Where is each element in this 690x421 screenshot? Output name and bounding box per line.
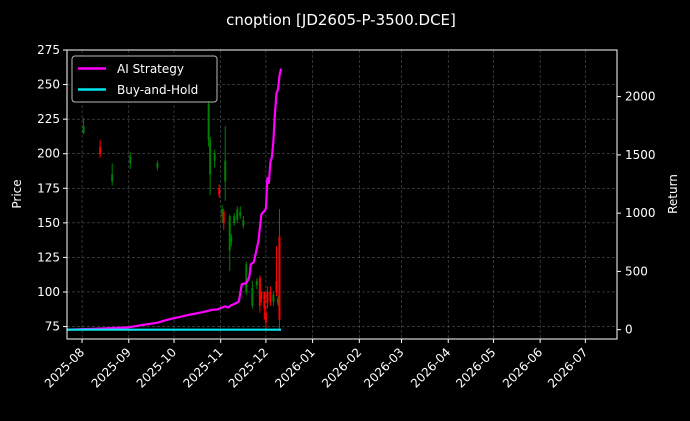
y-tick-label: 200 [37, 147, 60, 161]
candlesticks [82, 98, 281, 331]
legend-box [71, 55, 218, 103]
candle-body [228, 215, 231, 251]
candle-body [242, 220, 245, 226]
y-tick-label: 125 [37, 250, 60, 264]
candle-body [213, 153, 216, 161]
legend-label-buy-and-hold: Buy-and-Hold [117, 83, 198, 97]
y2-axis-label: Return [666, 174, 680, 214]
candle-body [207, 103, 210, 140]
series-lines [66, 68, 283, 331]
candle-body [218, 188, 221, 196]
candle-body [269, 291, 272, 302]
candle-body [209, 139, 212, 175]
candle-body [266, 291, 269, 304]
candle-body [260, 291, 263, 299]
y-tick-label: 100 [37, 285, 60, 299]
candle-body [239, 211, 242, 216]
candle-body [156, 163, 159, 168]
legend: AI Strategy Buy-and-Hold [71, 55, 218, 103]
y-tick-label: 175 [37, 181, 60, 195]
candle-body [230, 236, 233, 243]
candle-body [224, 160, 227, 182]
legend-label-ai-strategy: AI Strategy [117, 62, 184, 76]
plot-frame [66, 49, 618, 340]
candle-body [111, 174, 114, 182]
candle-body [264, 312, 267, 323]
candle-body [236, 209, 239, 221]
y-tick-label: 225 [37, 112, 60, 126]
candle-body [222, 211, 225, 223]
candle-body [272, 294, 275, 302]
y-axis-label: Price [10, 179, 24, 208]
y-tick-label: 75 [45, 320, 60, 334]
candle-body [221, 209, 224, 216]
candle-body [275, 280, 278, 292]
candle-body [255, 280, 258, 286]
y-tick-label: 275 [37, 43, 60, 57]
y2-tick-label: 1500 [625, 148, 656, 162]
chart-title: cnoption [JD2605-P-3500.DCE] [226, 11, 456, 29]
candle-body [258, 278, 261, 306]
candle-body [245, 264, 248, 292]
candle-body [82, 126, 85, 133]
candle-body [99, 146, 102, 154]
grid [67, 49, 617, 339]
y-tick-label: 250 [37, 78, 60, 92]
candle-body [233, 215, 236, 223]
y2-tick-label: 1000 [625, 206, 656, 220]
candle-body [276, 298, 279, 304]
candle-body [129, 156, 132, 164]
y-tick-label: 150 [37, 216, 60, 230]
candle-body [251, 287, 254, 306]
candle-body [278, 236, 281, 320]
y2-tick-label: 2000 [625, 90, 656, 104]
candle-body [263, 291, 266, 309]
y2-tick-label: 0 [625, 323, 633, 337]
ai-strategy-line [66, 68, 283, 331]
y2-tick-label: 500 [625, 264, 648, 278]
